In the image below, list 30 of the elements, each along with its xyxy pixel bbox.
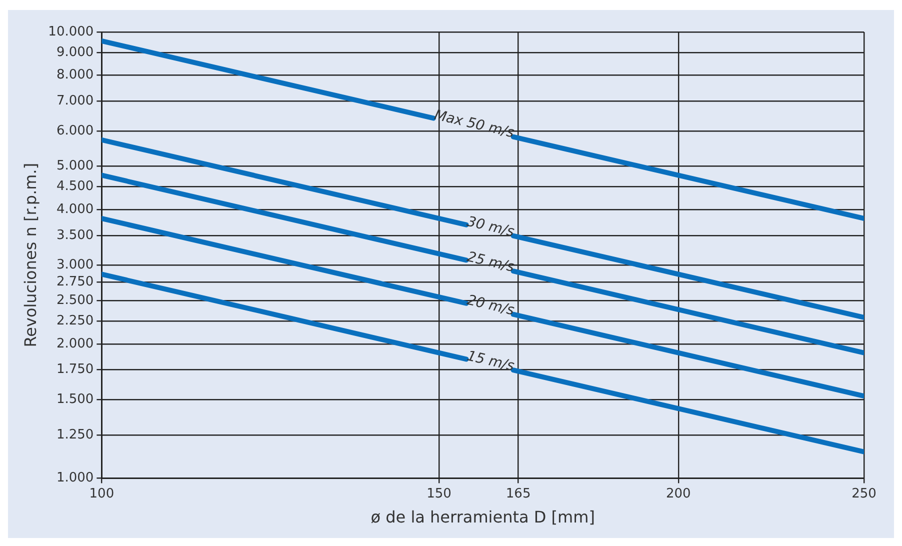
y-tick-label: 2.250 — [56, 313, 94, 328]
y-tick-label: 2.500 — [56, 293, 94, 308]
x-tick-label: 100 — [89, 486, 114, 502]
y-tick-label: 5.000 — [56, 158, 94, 174]
x-tick-label: 250 — [852, 486, 876, 502]
x-tick-label: 200 — [666, 486, 691, 502]
y-axis-title: Revoluciones n [r.p.m.] — [20, 162, 40, 348]
y-tick-label: 10.000 — [48, 24, 94, 40]
x-tick-label: 165 — [506, 486, 531, 502]
text: 30 m/s — [465, 214, 516, 240]
x-axis-title: ø de la herramienta D [mm] — [370, 508, 595, 527]
text: 20 m/s — [465, 292, 516, 319]
y-tick-label: 1.250 — [56, 427, 94, 442]
y-tick-label: 7.000 — [56, 93, 94, 108]
y-tick-label: 8.000 — [56, 68, 94, 83]
y-tick-label: 1.500 — [56, 392, 94, 408]
text: 15 m/s — [465, 348, 516, 375]
y-tick-label: 1.750 — [56, 362, 94, 378]
y-tick-label: 2.750 — [56, 274, 94, 290]
y-tick-label: 3.500 — [56, 228, 94, 243]
y-tick-label: 4.000 — [56, 202, 94, 217]
y-tick-label: 9.000 — [56, 44, 94, 60]
y-tick-label: 3.000 — [56, 258, 94, 273]
x-tick-label: 150 — [426, 486, 452, 502]
text: Max 50 m/s — [432, 107, 516, 142]
y-tick-label: 4.500 — [56, 179, 94, 194]
text: 25 m/s — [465, 249, 516, 276]
y-tick-label: 6.000 — [56, 123, 94, 138]
y-tick-label: 2.000 — [56, 336, 94, 352]
y-tick-label: 1.000 — [56, 470, 94, 486]
